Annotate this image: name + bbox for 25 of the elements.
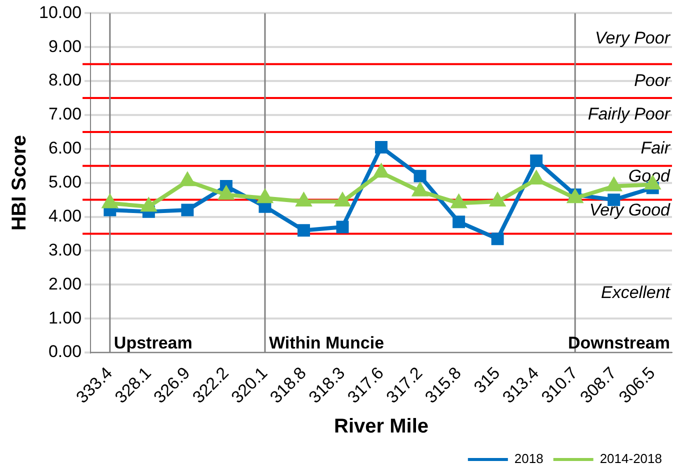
legend-label: 2014-2018 [600, 451, 662, 466]
annotation: Very Poor [595, 28, 672, 48]
y-tick-label: 1.00 [48, 308, 82, 328]
annotation: Fair [640, 138, 672, 158]
y-tick-label: 9.00 [48, 36, 82, 56]
y-tick-label: 0.00 [48, 342, 82, 362]
y-tick-label: 6.00 [48, 138, 82, 158]
annotation: Very Good [589, 200, 671, 220]
y-tick-label: 3.00 [48, 240, 82, 260]
annotation: Fairly Poor [588, 104, 672, 124]
y-axis-title: HBI Score [8, 135, 31, 231]
y-tick-label: 5.00 [48, 172, 82, 192]
y-tick-label: 8.00 [48, 70, 82, 90]
ref-line-label: Within Muncie [268, 334, 384, 353]
y-tick-label: 7.00 [48, 104, 82, 124]
ref-line-label: Downstream [568, 334, 670, 353]
y-tick-label: 2.00 [48, 274, 82, 294]
ref-line-label: Upstream [114, 334, 192, 353]
x-axis-title: River Mile [334, 416, 429, 438]
annotation: Excellent [601, 282, 672, 302]
annotation: Poor [634, 70, 672, 90]
y-tick-label: 4.00 [48, 206, 82, 226]
y-tick-label: 10.00 [38, 2, 82, 22]
x-tick-label: 315 [470, 363, 504, 397]
legend-label: 2018 [514, 451, 544, 466]
